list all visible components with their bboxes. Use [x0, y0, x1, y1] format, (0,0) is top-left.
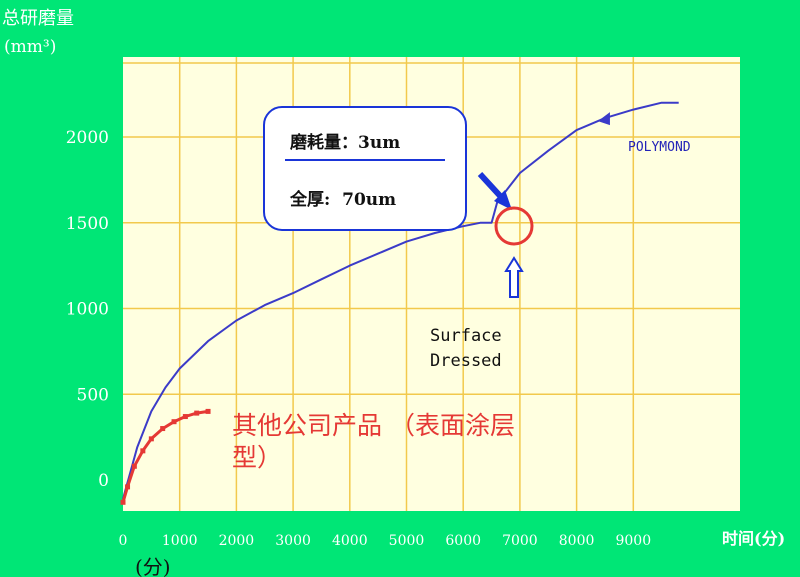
competitor-point [140, 448, 146, 454]
y-tick-label: 1000 [66, 300, 109, 320]
x-tick-label: 3000 [275, 533, 311, 549]
x-tick-label: 8000 [559, 533, 595, 549]
y-tick-labels: 0 500 1000 1500 2000 [66, 128, 109, 491]
competitor-point [171, 419, 177, 425]
dressed-pointer-arrow [477, 171, 512, 210]
annotation-box [263, 106, 467, 231]
y-tick-label: 2000 [66, 128, 109, 148]
y-tick-label: 1500 [66, 214, 109, 234]
competitor-series-label: 其他公司产品 （表面涂层 型） [232, 411, 523, 472]
surface-dressed-label-line2: Dressed [430, 351, 502, 371]
polymond-series-label: POLYMOND [628, 140, 691, 155]
competitor-point [160, 426, 166, 432]
annotation-line-wear: 磨耗量：3um [290, 132, 400, 153]
competitor-point [194, 410, 200, 416]
x-tick-label: 6000 [445, 533, 481, 549]
surface-dressed-label-line1: Surface [430, 326, 502, 346]
dressed-point-circle [494, 206, 534, 246]
x-tick-label: 7000 [502, 533, 538, 549]
x-tick-label: 4000 [332, 533, 368, 549]
y-tick-label: 500 [77, 385, 109, 405]
y-tick-label: 0 [98, 471, 109, 491]
series-layer [120, 101, 679, 505]
y-axis-label-line1: 总研磨量 [2, 8, 74, 29]
x-axis-label: 时间(分) [722, 529, 785, 548]
x-tick-label: 0 [119, 533, 128, 549]
competitor-point [182, 414, 188, 420]
y-axis-label-line2: (mm³) [4, 37, 56, 57]
surface-dressed-up-arrow [504, 256, 524, 298]
x-tick-label: 2000 [219, 533, 255, 549]
x-tick-label: 9000 [615, 533, 651, 549]
polymond-end-marker [597, 112, 610, 126]
series-line-polymond [122, 101, 679, 500]
x-tick-labels: 0 1000 2000 3000 4000 5000 6000 7000 8000 9000 [119, 533, 652, 549]
x-tick-label: 1000 [162, 533, 198, 549]
competitor-point [148, 436, 154, 442]
competitor-point [125, 484, 131, 490]
x-tick-label: 5000 [389, 533, 425, 549]
competitor-point [131, 463, 137, 469]
annotation-line-thickness: 全厚: 70um [289, 189, 396, 210]
series-line-competitor [121, 409, 209, 503]
x-axis-unit-label: (分) [135, 555, 171, 577]
competitor-point [205, 408, 211, 414]
competitor-point [120, 499, 126, 505]
